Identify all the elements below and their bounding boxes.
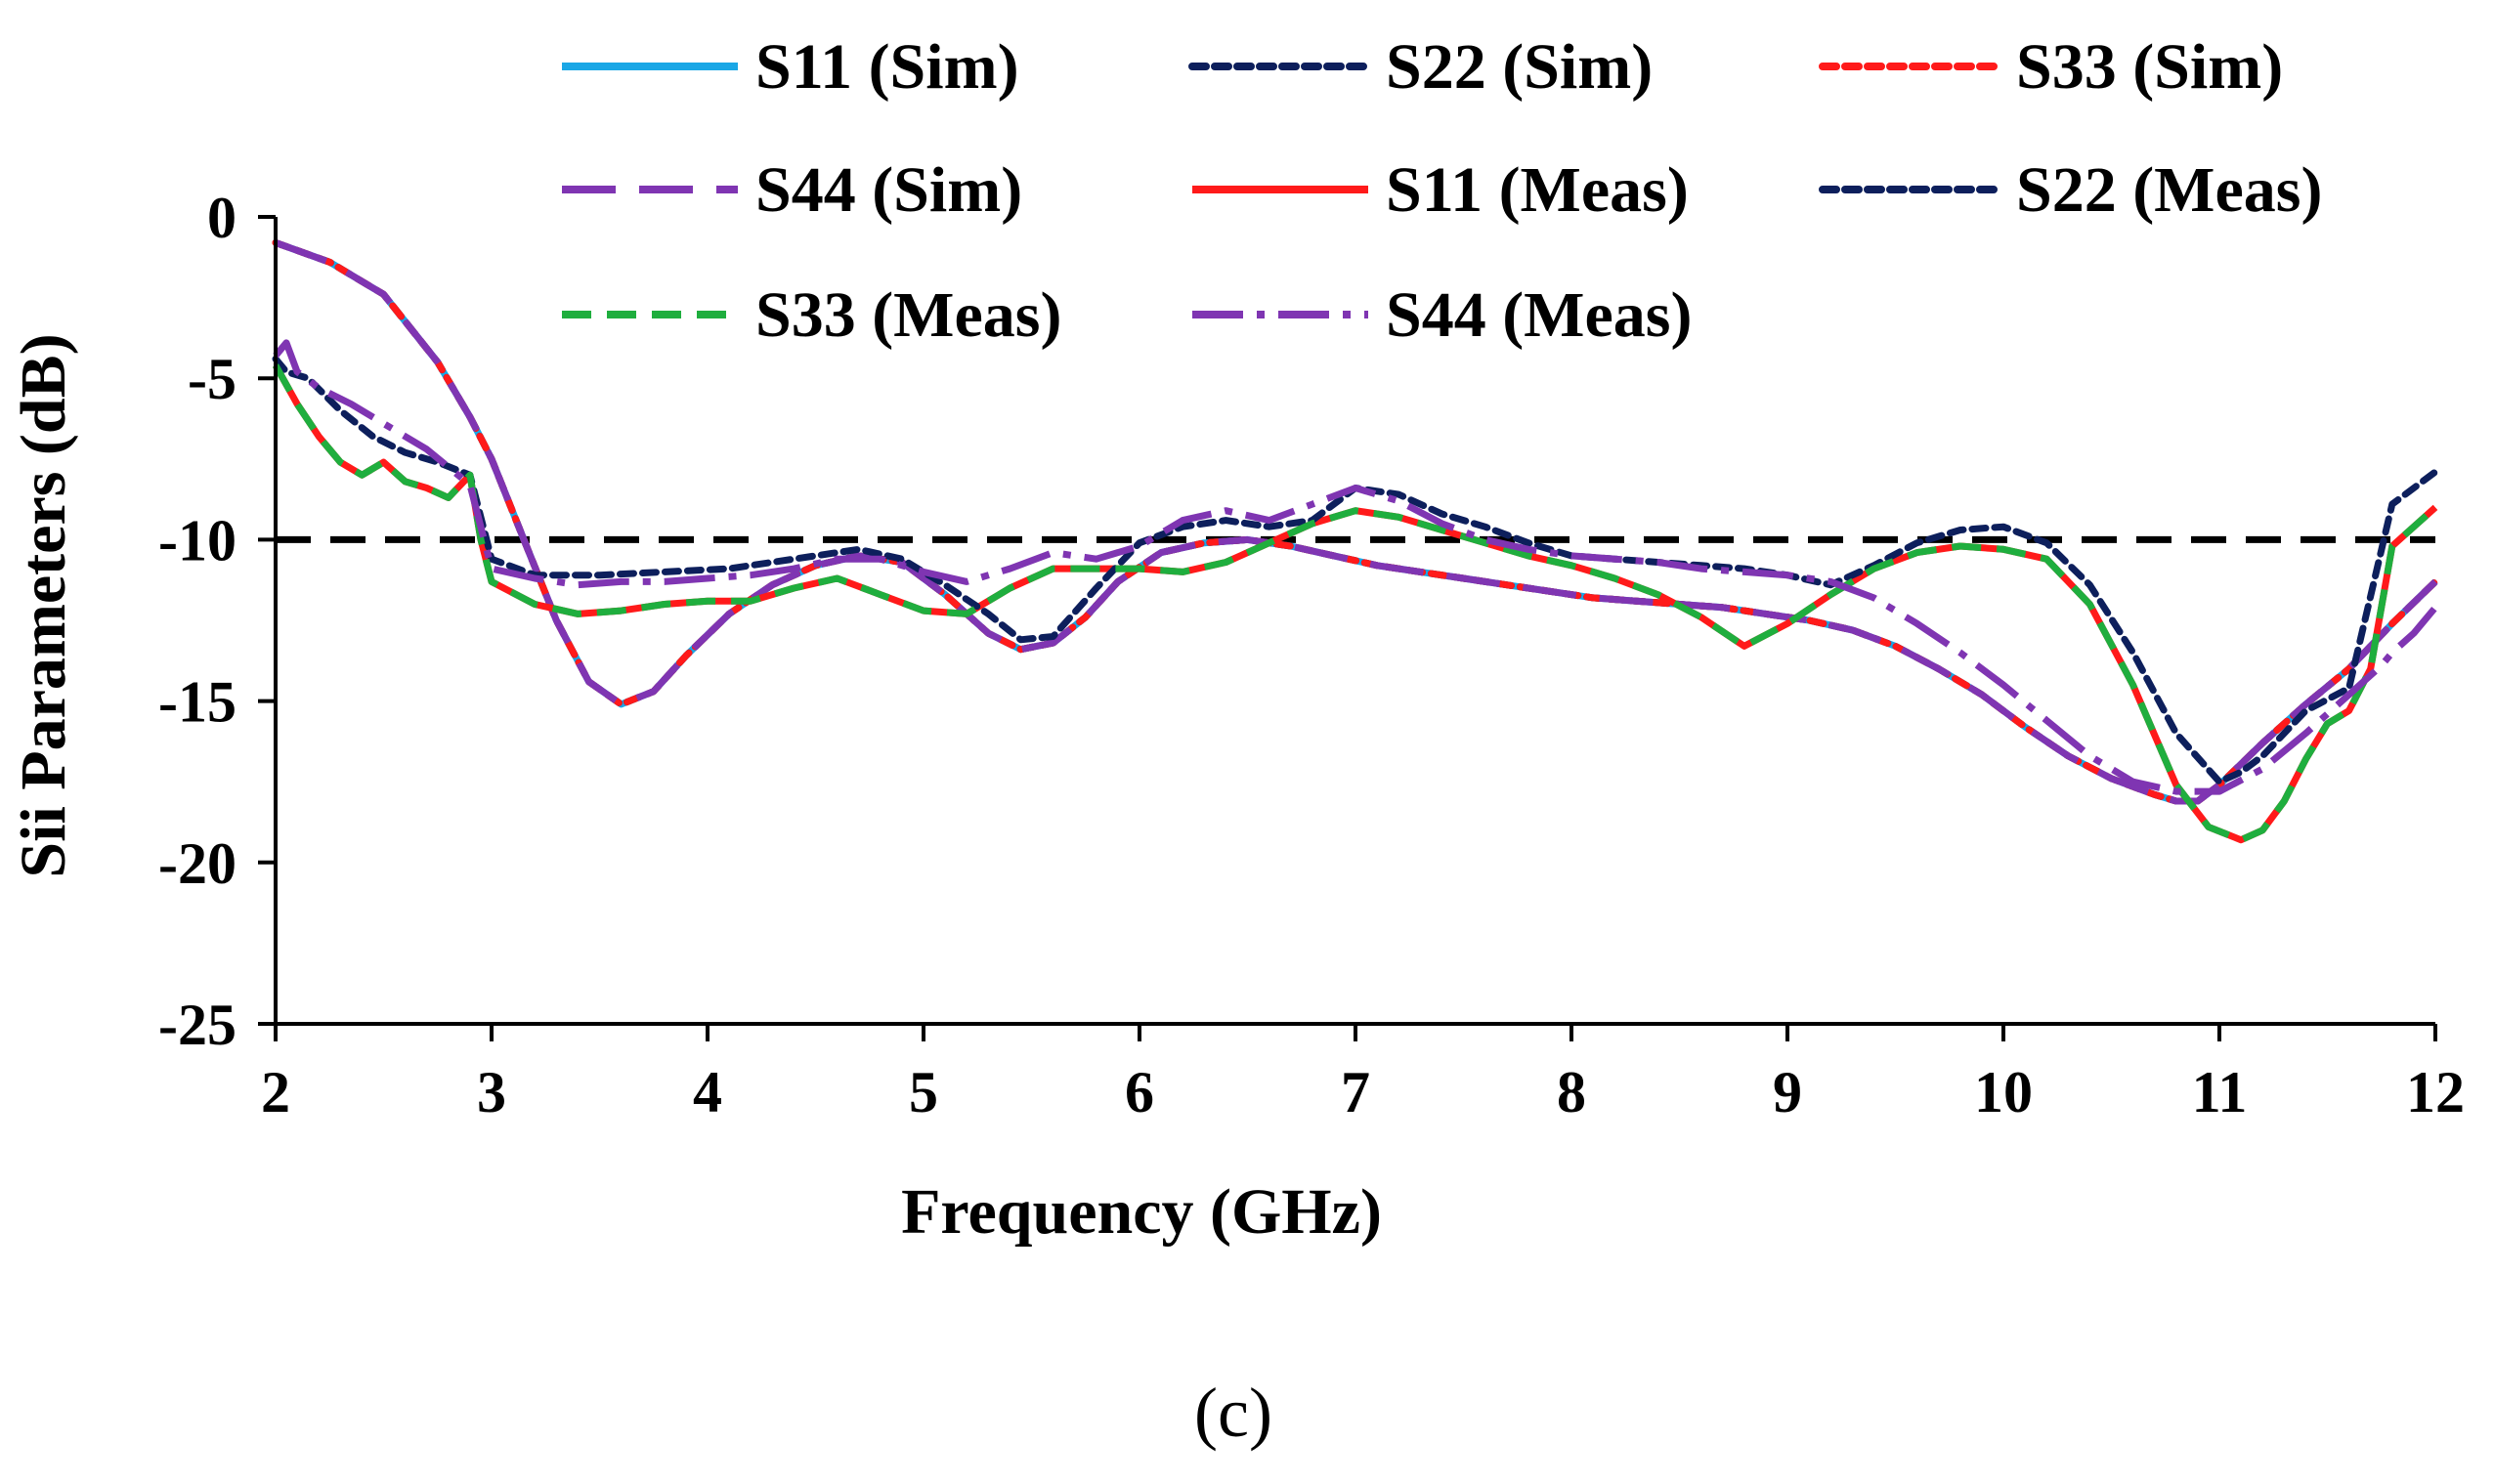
legend: S11 (Sim) S22 (Sim) S33 (Sim) S44 (Sim) S11 … xyxy=(562,31,2322,351)
x-tick-label: 5 xyxy=(909,1060,938,1124)
x-tick-label: 8 xyxy=(1557,1060,1586,1124)
axes xyxy=(258,215,2437,1041)
y-tick-label: 0 xyxy=(207,186,236,250)
x-tick-label: 9 xyxy=(1773,1060,1802,1124)
x-tick-label: 10 xyxy=(1974,1060,2033,1124)
y-axis-title: Sii Parameters (dB) xyxy=(8,333,79,877)
x-tick-label: 4 xyxy=(693,1060,722,1124)
series-line-s33-meas xyxy=(272,363,2438,844)
series-line-s44-meas xyxy=(273,339,2438,795)
y-tick-label: -15 xyxy=(158,670,236,735)
legend-label: S33 (Sim) xyxy=(2016,31,2283,103)
plot-area xyxy=(272,238,2439,844)
y-tick-label: -25 xyxy=(158,993,236,1057)
legend-label: S33 (Meas) xyxy=(755,279,1061,351)
x-tick-label: 11 xyxy=(2192,1060,2248,1124)
x-tick-label: 6 xyxy=(1125,1060,1154,1124)
legend-label: S22 (Meas) xyxy=(2016,154,2322,226)
figure-caption: (c) xyxy=(1194,1374,1272,1452)
legend-label: S22 (Sim) xyxy=(1386,31,1653,103)
x-tick-label: 2 xyxy=(261,1060,290,1124)
series-line-s22-sim xyxy=(272,238,2439,805)
x-tick-label: 12 xyxy=(2406,1060,2465,1124)
series-line-s11-sim xyxy=(274,239,2438,805)
x-tick-label: 3 xyxy=(477,1060,506,1124)
legend-label: S11 (Meas) xyxy=(1386,154,1689,226)
series-line-s33-sim xyxy=(272,238,2439,805)
y-tick-label: -5 xyxy=(188,347,236,411)
series-line-s22-meas xyxy=(272,355,2439,785)
series-line-s44-sim xyxy=(274,239,2438,805)
legend-label: S44 (Sim) xyxy=(755,154,1022,226)
y-tick-label: -10 xyxy=(158,508,236,572)
x-axis-title: Frequency (GHz) xyxy=(901,1176,1382,1248)
legend-label: S44 (Meas) xyxy=(1386,279,1692,351)
y-tick-label: -20 xyxy=(158,831,236,896)
series-line-s11-meas xyxy=(272,363,2438,844)
x-tick-label: 7 xyxy=(1341,1060,1370,1124)
legend-label: S11 (Sim) xyxy=(755,31,1019,103)
tick-labels: 2 3 4 5 6 7 8 9 10 11 12 0 -5 -10 -15 -20 -25 xyxy=(158,186,2465,1124)
